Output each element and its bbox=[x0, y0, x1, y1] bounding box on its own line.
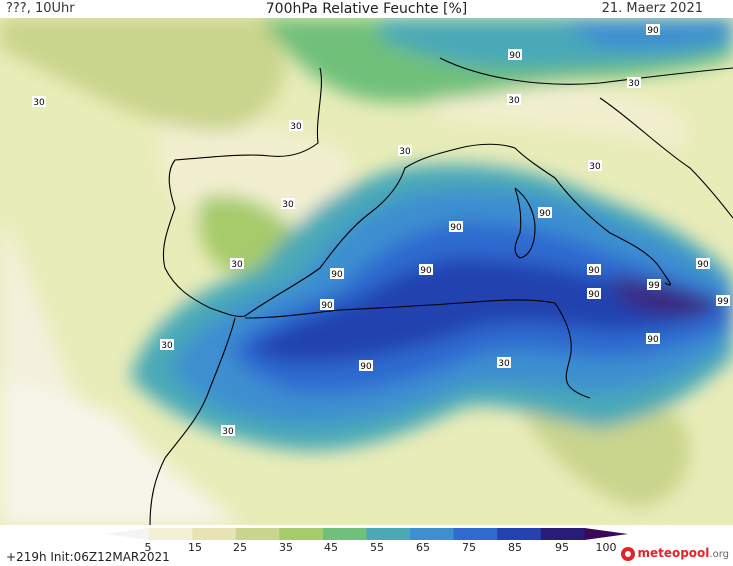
tick-label: 65 bbox=[416, 541, 430, 554]
contour-label: 90 bbox=[647, 26, 659, 36]
tick-label: 45 bbox=[324, 541, 338, 554]
tick-label: 95 bbox=[555, 541, 569, 554]
meteopool-logo-icon bbox=[621, 546, 636, 561]
brand-tld: .org bbox=[709, 549, 729, 560]
forecast-time-label: ???, 10Uhr bbox=[6, 1, 75, 16]
colorbar-cell bbox=[540, 528, 585, 540]
brand-name: meteopool bbox=[637, 546, 710, 560]
humidity-colorbar bbox=[105, 528, 628, 540]
contour-label: 90 bbox=[647, 335, 659, 345]
contour-label: 90 bbox=[539, 209, 551, 219]
contour-label: 30 bbox=[628, 79, 640, 89]
tick-label: 75 bbox=[462, 541, 476, 554]
contour-labels: 90 90 30 30 30 30 30 30 30 90 90 90 90 9… bbox=[32, 24, 730, 437]
contour-label: 90 bbox=[321, 301, 333, 311]
tick-label: 25 bbox=[233, 541, 247, 554]
map-title: 700hPa Relative Feuchte [%] bbox=[265, 1, 468, 17]
colorbar-cell bbox=[497, 528, 542, 540]
contour-label: 30 bbox=[282, 200, 294, 210]
contour-label: 90 bbox=[509, 51, 521, 61]
contour-label: 90 bbox=[331, 270, 343, 280]
humidity-map: 90 90 30 30 30 30 30 30 30 90 90 90 90 9… bbox=[0, 18, 733, 525]
coastlines bbox=[149, 57, 733, 525]
tick-label: 35 bbox=[279, 541, 293, 554]
contour-label: 90 bbox=[360, 362, 372, 372]
contour-label: 90 bbox=[450, 223, 462, 233]
contour-label: 90 bbox=[697, 260, 709, 270]
humidity-field bbox=[0, 18, 733, 525]
colorbar-cell bbox=[584, 528, 628, 540]
model-run-info: +219h Init:06Z12MAR2021 bbox=[6, 550, 170, 564]
contour-label: 30 bbox=[222, 427, 234, 437]
contour-label: 90 bbox=[420, 266, 432, 276]
colorbar-cell bbox=[279, 528, 324, 540]
colorbar-cell bbox=[148, 528, 193, 540]
tick-label: 15 bbox=[188, 541, 202, 554]
tick-label: 5 bbox=[144, 541, 152, 554]
brand-logo[interactable]: meteopool.org bbox=[621, 546, 729, 561]
header: ???, 10Uhr 700hPa Relative Feuchte [%] 2… bbox=[0, 0, 733, 18]
contour-label: 30 bbox=[161, 341, 173, 351]
contour-label: 99 bbox=[717, 297, 729, 307]
contour-label: 90 bbox=[588, 266, 600, 276]
contour-label: 30 bbox=[498, 359, 510, 369]
colorbar-cell bbox=[322, 528, 367, 540]
colorbar-cell bbox=[235, 528, 280, 540]
contour-label: 30 bbox=[589, 162, 601, 172]
contour-label: 30 bbox=[508, 96, 520, 106]
contour-label: 90 bbox=[588, 290, 600, 300]
colorbar-cell bbox=[105, 528, 149, 540]
contour-label: 99 bbox=[648, 281, 660, 291]
contour-label: 30 bbox=[290, 122, 302, 132]
colorbar-cell bbox=[410, 528, 455, 540]
colorbar-cell bbox=[192, 528, 237, 540]
colorbar-cell bbox=[453, 528, 498, 540]
tick-label: 55 bbox=[370, 541, 384, 554]
contour-label: 30 bbox=[231, 260, 243, 270]
valid-date: 21. Maerz 2021 bbox=[601, 1, 703, 16]
colorbar-cell bbox=[366, 528, 411, 540]
tick-label: 85 bbox=[508, 541, 522, 554]
contour-label: 30 bbox=[399, 147, 411, 157]
tick-label: 100 bbox=[595, 541, 617, 554]
contour-label: 30 bbox=[33, 98, 45, 108]
colorbar-ticks: 5 15 25 35 45 55 65 75 85 95 100 bbox=[0, 541, 733, 555]
